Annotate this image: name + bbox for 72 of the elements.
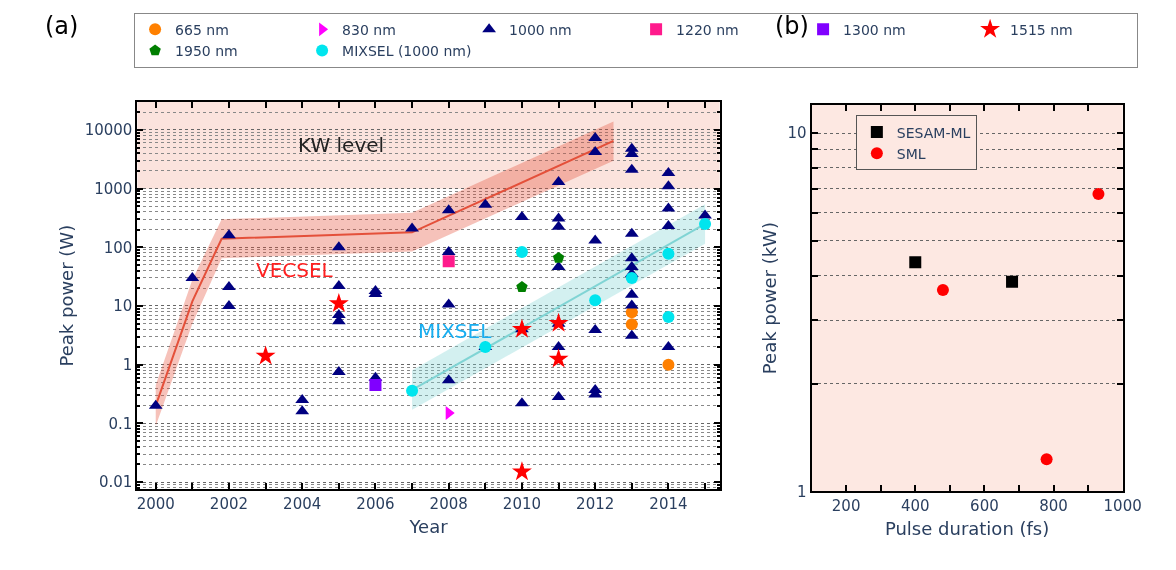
text: (b) [775,12,809,40]
x-tick-label: 1000 [1103,497,1142,516]
legend-label: 1515 nm [1010,21,1073,38]
legend-label: 1000 nm [509,21,572,38]
legend-label: 665 nm [175,21,229,38]
point [662,310,675,323]
legend-label: 830 nm [342,21,396,38]
point [936,283,949,296]
point [511,318,532,338]
point [222,299,236,309]
point [1006,275,1019,288]
y-tick-label: 1 [122,355,133,374]
y-tick-label: 100 [103,238,133,257]
y-axis-title: Peak power (kW) [759,222,781,375]
annotation: VECSEL [256,258,334,282]
legend-label: SML [896,145,926,162]
point [699,217,712,230]
x-tick-label: 600 [970,497,999,516]
point [515,397,529,407]
point [222,229,236,239]
legend-label: MIXSEL (1000 nm) [342,42,472,59]
x-axis-title: Pulse duration (fs) [884,518,1050,540]
legend-label: 1300 nm [843,21,906,38]
point [328,293,349,313]
legend-label: 1950 nm [175,42,238,59]
point [548,312,569,332]
point [625,318,638,331]
point [445,406,455,420]
point [625,271,638,284]
x-tick-label: 800 [1039,497,1068,516]
point [222,281,236,291]
x-tick-label: 2002 [209,495,249,514]
x-tick-label: 2014 [649,495,688,514]
point [406,384,419,397]
point [1092,188,1105,200]
y-tick-label: 10 [787,124,807,143]
x-tick-label: 2006 [356,495,395,514]
legend-label: 1220 nm [676,21,739,38]
x-tick-label: 2004 [283,495,322,514]
point [698,209,712,219]
point [662,247,675,260]
point [589,294,602,307]
x-tick-label: 2008 [429,495,468,514]
legend-label: SESAM-ML [896,124,971,141]
y-tick-label: 1000 [94,179,133,198]
y-tick-label: 1 [797,482,807,501]
point [442,255,455,268]
x-tick-label: 2010 [502,495,542,514]
point [516,281,528,292]
point [1040,453,1053,466]
x-tick-label: 2000 [136,495,175,514]
point [548,348,569,368]
point [909,256,922,269]
y-axis-title: Peak power (W) [56,224,78,367]
text: (a) [45,12,79,40]
point [369,379,382,391]
point [552,251,565,263]
y-tick-label: 0.1 [108,414,133,433]
y-tick-label: 0.01 [99,473,133,492]
x-tick-label: 2012 [576,495,615,514]
point [662,358,675,371]
point [511,461,532,481]
y-tick-label: 10000 [84,121,133,140]
x-tick-label: 400 [900,497,930,516]
point [515,246,528,259]
y-tick-label: 10 [113,297,133,316]
x-tick-label: 200 [831,497,861,516]
band-label: KW level [298,133,385,157]
x-axis-title: Year [408,515,449,537]
point [515,210,529,220]
annotation: MIXSEL [418,319,493,343]
point [255,345,276,365]
